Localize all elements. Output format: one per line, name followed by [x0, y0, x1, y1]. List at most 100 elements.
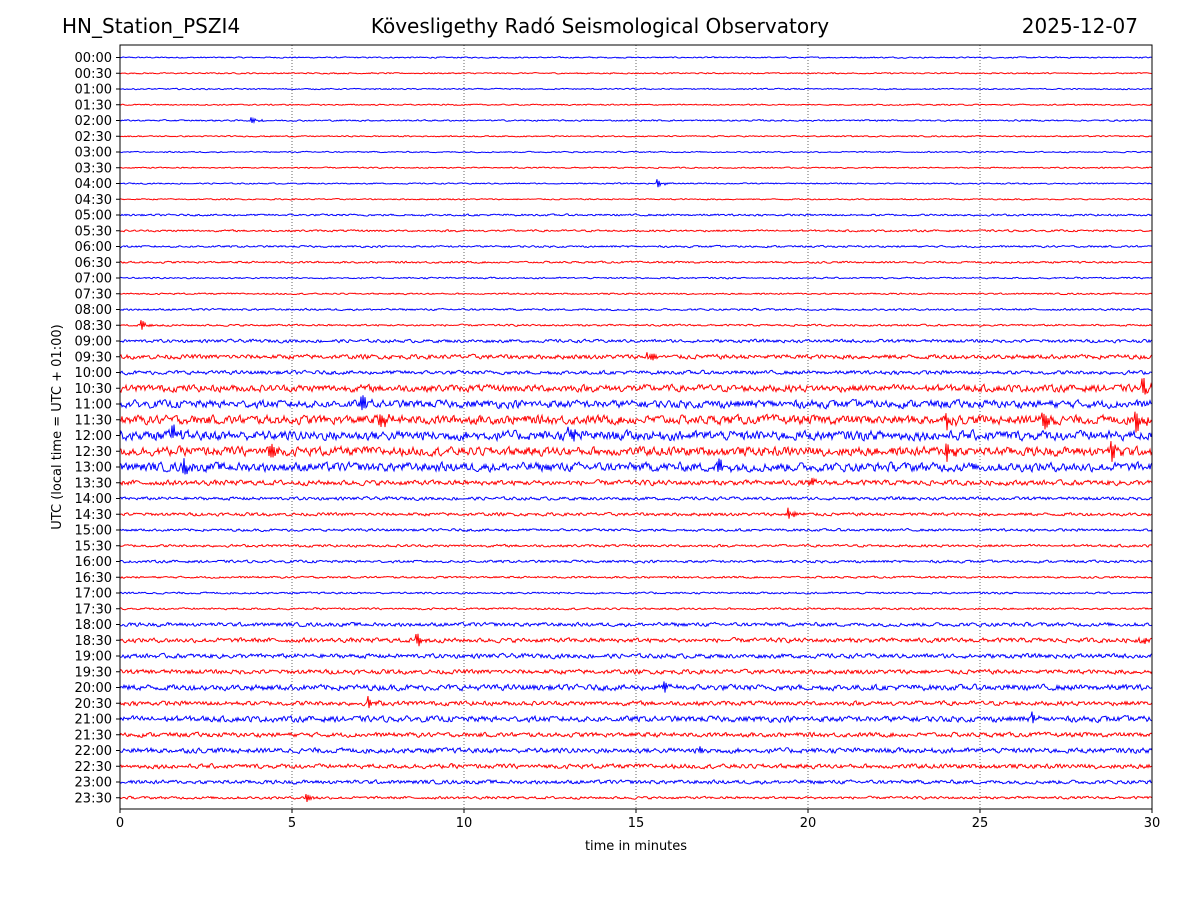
trace-0230	[119, 134, 1153, 138]
y-tick-label: 04:00	[75, 177, 112, 192]
y-tick-label: 16:00	[75, 555, 112, 570]
trace-0430	[119, 197, 1153, 201]
y-tick-label: 23:30	[75, 791, 112, 806]
y-tick-label: 08:00	[75, 303, 112, 318]
trace-1900	[119, 652, 1153, 660]
trace-1730	[119, 607, 1153, 611]
y-tick-label: 11:30	[75, 413, 112, 428]
y-tick-label: 14:00	[75, 492, 112, 507]
y-tick-label: 19:00	[75, 650, 112, 665]
trace-1830	[119, 633, 1153, 647]
y-tick-label: 08:30	[75, 319, 112, 334]
y-tick-label: 21:30	[75, 728, 112, 743]
x-tick-label: 5	[288, 816, 296, 831]
trace-1700	[119, 591, 1153, 595]
chart-title: Kövesligethy Radó Seismological Observat…	[370, 14, 830, 38]
y-tick-label: 17:00	[75, 587, 112, 602]
y-tick-label: 21:00	[75, 713, 112, 728]
trace-1930	[119, 668, 1153, 676]
y-tick-label: 22:30	[75, 760, 112, 775]
x-axis-label: time in minutes	[585, 839, 687, 854]
trace-2130	[119, 731, 1153, 739]
trace-0330	[119, 166, 1152, 170]
trace-2100	[119, 711, 1153, 724]
trace-1330	[119, 477, 1153, 487]
trace-0300	[119, 150, 1153, 154]
y-tick-label: 07:00	[75, 272, 112, 287]
y-tick-label: 15:00	[75, 524, 112, 539]
trace-1530	[119, 543, 1153, 548]
y-tick-label: 00:30	[75, 67, 112, 82]
y-tick-label: 15:30	[75, 539, 112, 554]
x-tick-label: 30	[1144, 816, 1161, 831]
trace-0000	[119, 56, 1153, 59]
y-tick-label: 11:00	[75, 398, 112, 413]
trace-1500	[119, 527, 1153, 533]
trace-0700	[120, 276, 1152, 280]
y-tick-label: 10:00	[75, 366, 112, 381]
station-label: HN_Station_PSZI4	[62, 14, 241, 38]
y-tick-label: 01:30	[75, 98, 112, 113]
x-tick-label: 20	[800, 816, 817, 831]
y-tick-label: 06:00	[75, 240, 112, 255]
y-tick-label: 18:00	[75, 618, 112, 633]
trace-1600	[119, 559, 1153, 564]
y-tick-label: 03:30	[75, 161, 112, 176]
y-tick-label: 18:30	[75, 634, 112, 649]
trace-0400	[119, 179, 1153, 188]
trace-0600	[119, 244, 1153, 249]
trace-0630	[119, 260, 1153, 264]
trace-1000	[119, 369, 1153, 376]
trace-0900	[119, 338, 1153, 344]
trace-2300	[119, 779, 1153, 785]
x-tick-label: 0	[116, 816, 124, 831]
trace-0930	[119, 352, 1153, 361]
trace-1400	[119, 495, 1153, 502]
trace-group	[119, 56, 1153, 802]
y-tick-group: 00:0000:3001:0001:3002:0002:3003:0003:30…	[75, 51, 120, 806]
trace-0800	[119, 307, 1152, 312]
trace-1030	[119, 377, 1153, 395]
x-tick-label: 15	[628, 816, 645, 831]
y-tick-label: 14:30	[75, 508, 112, 523]
y-tick-label: 20:30	[75, 697, 112, 712]
y-tick-label: 17:30	[75, 602, 112, 617]
trace-0500	[120, 213, 1153, 217]
x-tick-group: 0 5 10 15 20 25 30	[116, 809, 1160, 831]
y-tick-label: 13:00	[75, 461, 112, 476]
trace-1430	[119, 507, 1153, 519]
y-tick-label: 04:30	[75, 193, 112, 208]
y-tick-label: 02:00	[75, 114, 112, 129]
y-tick-label: 12:30	[75, 445, 112, 460]
trace-2330	[119, 793, 1153, 802]
y-tick-label: 23:00	[75, 776, 112, 791]
trace-0200	[119, 116, 1153, 124]
y-tick-label: 02:30	[75, 130, 112, 145]
trace-0100	[119, 87, 1153, 91]
y-tick-label: 09:30	[75, 350, 112, 365]
y-tick-label: 10:30	[75, 382, 112, 397]
trace-2000	[119, 681, 1153, 693]
y-tick-label: 22:00	[75, 744, 112, 759]
trace-1130	[119, 411, 1153, 433]
trace-1800	[119, 621, 1153, 628]
trace-2200	[119, 746, 1153, 755]
y-tick-label: 00:00	[75, 51, 112, 66]
y-tick-label: 01:00	[75, 83, 112, 98]
y-tick-label: 07:30	[75, 287, 112, 302]
date-label: 2025-12-07	[1021, 14, 1138, 38]
y-tick-label: 12:00	[75, 429, 112, 444]
y-axis-label: UTC (local time = UTC + 01:00)	[50, 324, 65, 529]
y-tick-label: 09:00	[75, 335, 112, 350]
y-tick-label: 03:00	[75, 146, 112, 161]
x-tick-label: 25	[972, 816, 989, 831]
trace-0830	[119, 320, 1153, 330]
trace-1200	[119, 424, 1153, 443]
trace-2230	[119, 762, 1153, 770]
trace-0530	[119, 229, 1153, 233]
y-tick-label: 20:00	[75, 681, 112, 696]
y-tick-label: 06:30	[75, 256, 112, 271]
trace-0030	[119, 71, 1153, 75]
trace-2030	[119, 696, 1153, 709]
trace-0730	[119, 292, 1153, 296]
